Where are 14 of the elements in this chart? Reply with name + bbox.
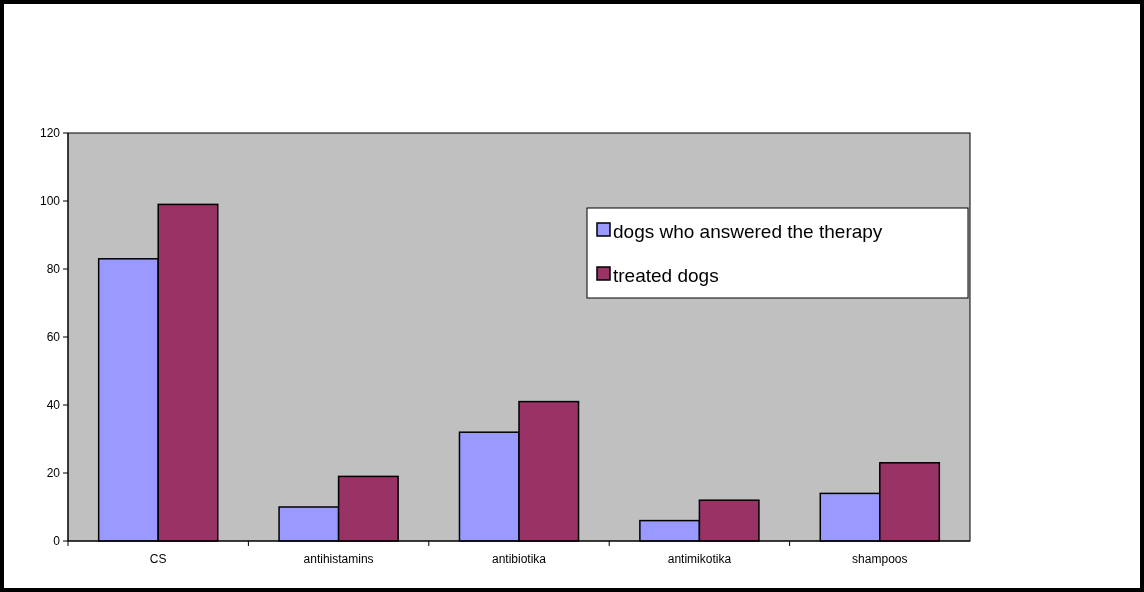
x-tick-label: antihistamins: [303, 552, 374, 566]
y-tick-label: 100: [39, 194, 61, 209]
y-tick-label: 60: [46, 330, 61, 345]
legend-label: dogs who answered the therapy: [613, 220, 883, 242]
x-tick-label: antimikotika: [667, 552, 732, 566]
y-tick-label: 80: [46, 262, 61, 277]
x-tick-label: antibiotika: [491, 552, 547, 566]
y-tick-label: 20: [46, 466, 61, 481]
x-tick-label: shampoos: [852, 552, 908, 566]
legend-label: treated dogs: [613, 264, 719, 286]
y-tick-label: 0: [53, 534, 61, 549]
x-tick-label: CS: [149, 552, 167, 566]
y-tick-label: 120: [39, 126, 61, 141]
y-tick-label: 40: [46, 398, 61, 413]
